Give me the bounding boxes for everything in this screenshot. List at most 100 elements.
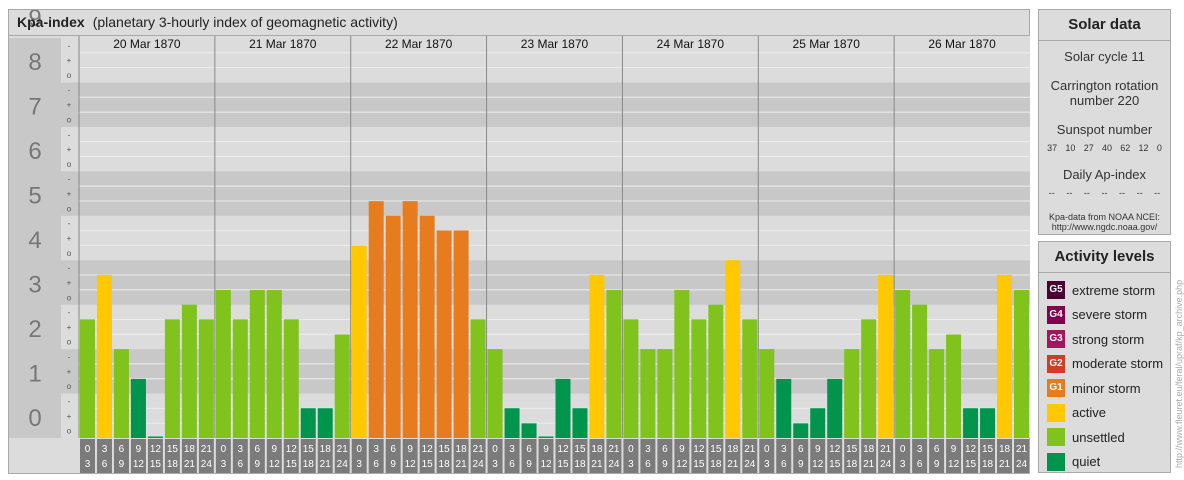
interval-end-label: 12	[405, 459, 417, 470]
interval-start-label: 12	[557, 444, 569, 455]
interval-end-label: 9	[662, 459, 668, 470]
solar-cycle: Solar cycle 11	[1064, 49, 1145, 64]
interval-box	[742, 439, 758, 473]
kp-bar	[980, 408, 996, 438]
interval-start-label: 9	[951, 444, 957, 455]
interval-box	[895, 439, 911, 473]
day-label: 21 Mar 1870	[249, 37, 317, 51]
interval-end-label: 18	[982, 459, 994, 470]
y-tick-label: 9	[28, 10, 41, 32]
y-minor-label: -	[68, 41, 71, 50]
y-tick-label: 2	[28, 316, 41, 343]
ap-index-value: --	[1119, 188, 1126, 198]
grid-band	[79, 126, 1030, 172]
y-tick-label: 1	[28, 360, 41, 387]
kp-bar	[878, 274, 894, 438]
activity-levels-title: Activity levels	[1039, 242, 1170, 273]
legend-label: strong storm	[1072, 331, 1145, 347]
ap-index-value: --	[1048, 188, 1055, 198]
kp-bar	[80, 319, 95, 438]
kp-bar	[606, 290, 622, 438]
interval-end-label: 24	[473, 459, 485, 470]
kp-bar	[436, 230, 452, 438]
kp-bar	[623, 319, 639, 438]
interval-start-label: 6	[390, 444, 396, 455]
kp-bar	[96, 274, 112, 438]
kp-bar	[385, 215, 401, 438]
kp-bar	[147, 436, 163, 438]
y-tick-label: 6	[28, 138, 41, 165]
legend-label: moderate storm	[1072, 356, 1164, 372]
y-minor-label: +	[67, 190, 72, 199]
kp-bar	[725, 260, 741, 438]
kp-bar	[929, 349, 945, 438]
interval-box	[198, 439, 214, 473]
interval-box	[164, 439, 180, 473]
kp-bar	[164, 319, 180, 438]
kp-bar	[538, 436, 554, 438]
y-minor-label: -	[68, 308, 71, 317]
legend-swatch	[1047, 428, 1065, 447]
minor-label-band	[61, 82, 79, 127]
kp-bar	[453, 230, 469, 438]
interval-start-label: 18	[320, 444, 332, 455]
sunspot-title: Sunspot number	[1056, 122, 1153, 137]
y-minor-label: -	[68, 130, 71, 139]
interval-start-label: 15	[846, 444, 858, 455]
interval-box	[691, 439, 707, 473]
interval-box	[181, 439, 197, 473]
interval-end-label: 15	[829, 459, 841, 470]
interval-box	[844, 439, 860, 473]
kp-bar	[657, 349, 673, 438]
interval-box	[963, 439, 979, 473]
y-minor-label: o	[67, 115, 72, 124]
interval-end-label: 21	[456, 459, 468, 470]
interval-start-label: 21	[337, 444, 349, 455]
interval-end-label: 21	[727, 459, 739, 470]
interval-end-label: 18	[167, 459, 179, 470]
ap-index-value: --	[1136, 188, 1143, 198]
interval-start-label: 9	[815, 444, 821, 455]
interval-start-label: 18	[727, 444, 739, 455]
kp-bar	[742, 319, 758, 438]
sunspot-value: 10	[1065, 143, 1076, 153]
interval-start-label: 15	[303, 444, 315, 455]
legend-item: G5 extreme storm	[1039, 278, 1170, 303]
interval-start-label: 3	[917, 444, 923, 455]
ap-index-value: --	[1066, 188, 1073, 198]
interval-start-label: 3	[645, 444, 651, 455]
kp-bar	[572, 408, 588, 438]
y-minor-label: +	[67, 323, 72, 332]
minor-label-band	[61, 260, 79, 305]
y-minor-label: o	[67, 427, 72, 436]
interval-end-label: 24	[201, 459, 213, 470]
interval-box	[810, 439, 826, 473]
legend-item: quiet	[1039, 450, 1170, 475]
interval-start-label: 12	[422, 444, 434, 455]
grid-band	[79, 215, 1030, 261]
interval-start-label: 6	[662, 444, 668, 455]
sunspot-value: 62	[1120, 143, 1131, 153]
interval-end-label: 9	[390, 459, 396, 470]
kp-bar	[827, 378, 843, 438]
ap-index-title: Daily Ap-index	[1062, 167, 1147, 182]
y-minor-label: o	[67, 160, 72, 169]
interval-end-label: 18	[439, 459, 451, 470]
interval-box	[606, 439, 622, 473]
interval-box	[997, 439, 1013, 473]
interval-box	[368, 439, 384, 473]
interval-start-label: 6	[526, 444, 532, 455]
interval-end-label: 3	[764, 459, 770, 470]
legend-label: quiet	[1072, 454, 1101, 470]
interval-end-label: 3	[492, 459, 498, 470]
chart-title: Kpa-index	[17, 14, 85, 30]
interval-start-label: 0	[628, 444, 634, 455]
source-watermark: http://www.fleuret.eu/feral/upraf/kp_arc…	[1174, 279, 1184, 468]
minor-label-band	[61, 393, 79, 438]
interval-end-label: 24	[880, 459, 892, 470]
kp-bar	[113, 349, 129, 438]
interval-start-label: 9	[543, 444, 549, 455]
day-label: 20 Mar 1870	[113, 37, 181, 51]
interval-start-label: 3	[373, 444, 379, 455]
interval-end-label: 12	[133, 459, 145, 470]
